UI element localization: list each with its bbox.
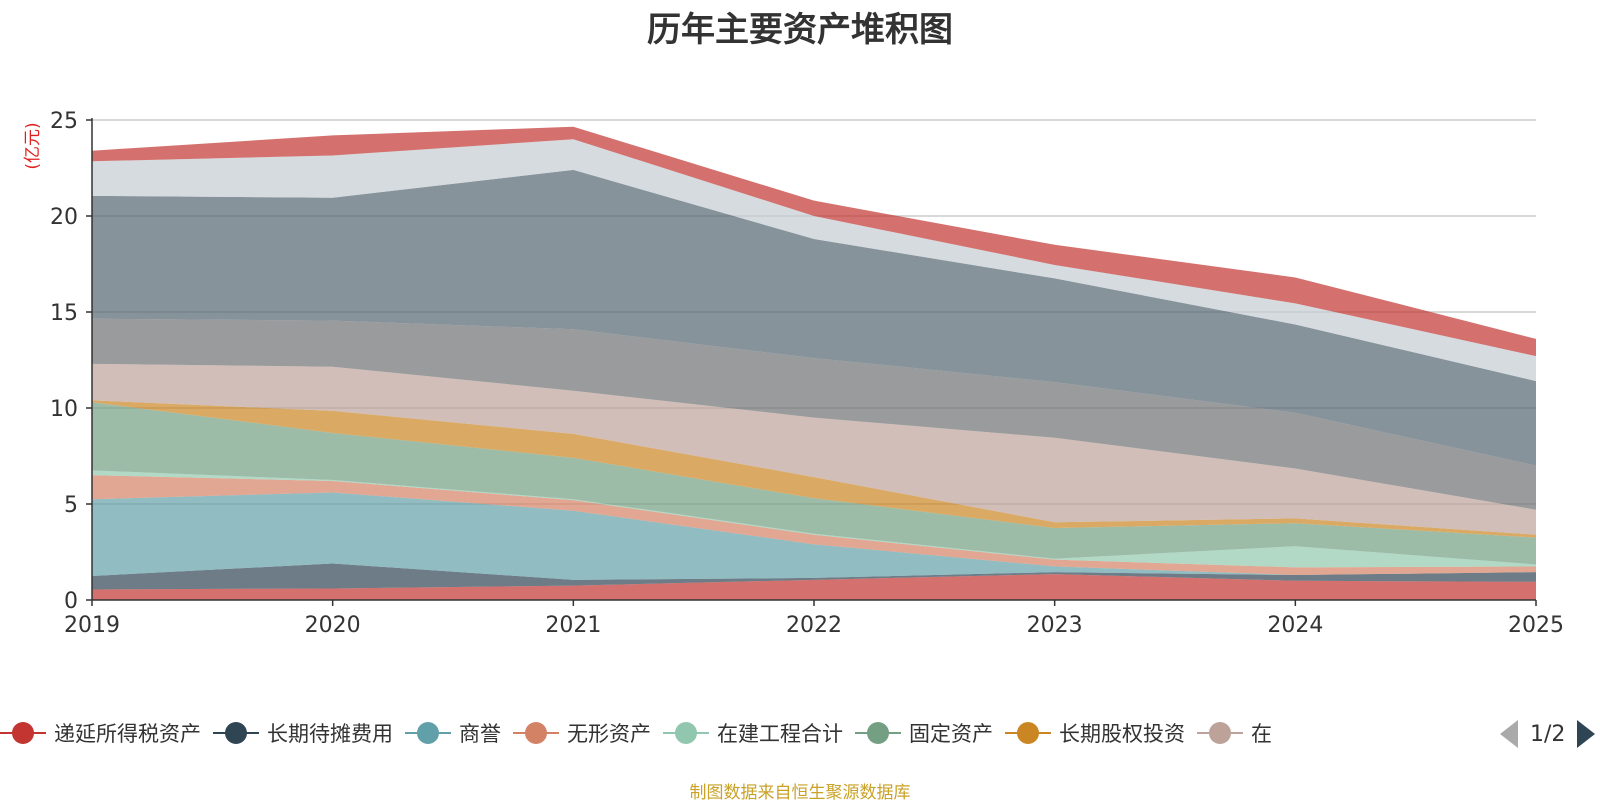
legend-marker-icon <box>1197 720 1243 746</box>
area-series-6[interactable] <box>92 400 1536 538</box>
legend-marker-icon <box>1005 720 1051 746</box>
legend-item-1[interactable]: 长期待摊费用 <box>213 718 393 748</box>
legend-label: 长期待摊费用 <box>267 722 393 746</box>
y-tick-label: 20 <box>50 205 78 230</box>
legend-pager: 1/2 <box>1500 716 1596 752</box>
legend-item-0[interactable]: 递延所得税资产 <box>0 718 201 748</box>
legend-label: 长期股权投资 <box>1059 722 1185 746</box>
legend-marker-icon <box>855 720 901 746</box>
area-series-11[interactable] <box>92 126 1536 357</box>
y-tick-label: 0 <box>64 589 78 614</box>
legend: 递延所得税资产 长期待摊费用 商誉 无形资产 在建工程合计 固定资产 长期股权投资 在 <box>0 718 1480 754</box>
y-tick-label: 25 <box>50 109 78 134</box>
area-series-3[interactable] <box>92 475 1536 576</box>
legend-item-6[interactable]: 长期股权投资 <box>1005 718 1185 748</box>
x-tick-label: 2019 <box>64 613 120 638</box>
legend-item-5[interactable]: 固定资产 <box>855 718 993 748</box>
x-tick-label: 2023 <box>1027 613 1083 638</box>
legend-label: 商誉 <box>459 722 501 746</box>
legend-label: 固定资产 <box>909 722 993 746</box>
area-series-10[interactable] <box>92 139 1536 382</box>
stacked-areas <box>92 126 1536 600</box>
x-tick-label: 2020 <box>305 613 361 638</box>
x-tick-label: 2025 <box>1508 613 1564 638</box>
legend-label: 在建工程合计 <box>717 722 843 746</box>
x-tick-label: 2022 <box>786 613 842 638</box>
legend-marker-icon <box>513 720 559 746</box>
area-series-7[interactable] <box>92 363 1536 535</box>
legend-marker-icon <box>0 720 46 746</box>
y-axis-label: (亿元) <box>23 122 43 169</box>
legend-page-indicator: 1/2 <box>1530 721 1566 747</box>
y-tick-label: 15 <box>50 301 78 326</box>
legend-marker-icon <box>663 720 709 746</box>
legend-label: 递延所得税资产 <box>54 722 201 746</box>
y-tick-label: 5 <box>64 493 78 518</box>
legend-next-icon[interactable] <box>1577 720 1596 748</box>
legend-item-2[interactable]: 商誉 <box>405 718 501 748</box>
area-series-9[interactable] <box>92 169 1536 466</box>
chart-title: 历年主要资产堆积图 <box>647 10 953 50</box>
area-series-2[interactable] <box>92 492 1536 580</box>
legend-item-4[interactable]: 在建工程合计 <box>663 718 843 748</box>
legend-item-3[interactable]: 无形资产 <box>513 718 651 748</box>
legend-label: 无形资产 <box>567 722 651 746</box>
x-tick-label: 2024 <box>1267 613 1323 638</box>
area-series-1[interactable] <box>92 563 1536 590</box>
y-tick-label: 10 <box>50 397 78 422</box>
legend-item-7[interactable]: 在 <box>1197 718 1272 748</box>
area-series-4[interactable] <box>92 470 1536 568</box>
legend-label: 在 <box>1251 722 1272 746</box>
area-series-0[interactable] <box>92 574 1536 600</box>
legend-marker-icon <box>405 720 451 746</box>
data-source-note: 制图数据来自恒生聚源数据库 <box>689 783 911 803</box>
legend-prev-icon[interactable] <box>1500 720 1518 748</box>
area-series-5[interactable] <box>92 402 1536 565</box>
legend-marker-icon <box>213 720 259 746</box>
area-series-8[interactable] <box>92 318 1536 510</box>
x-tick-label: 2021 <box>545 613 601 638</box>
